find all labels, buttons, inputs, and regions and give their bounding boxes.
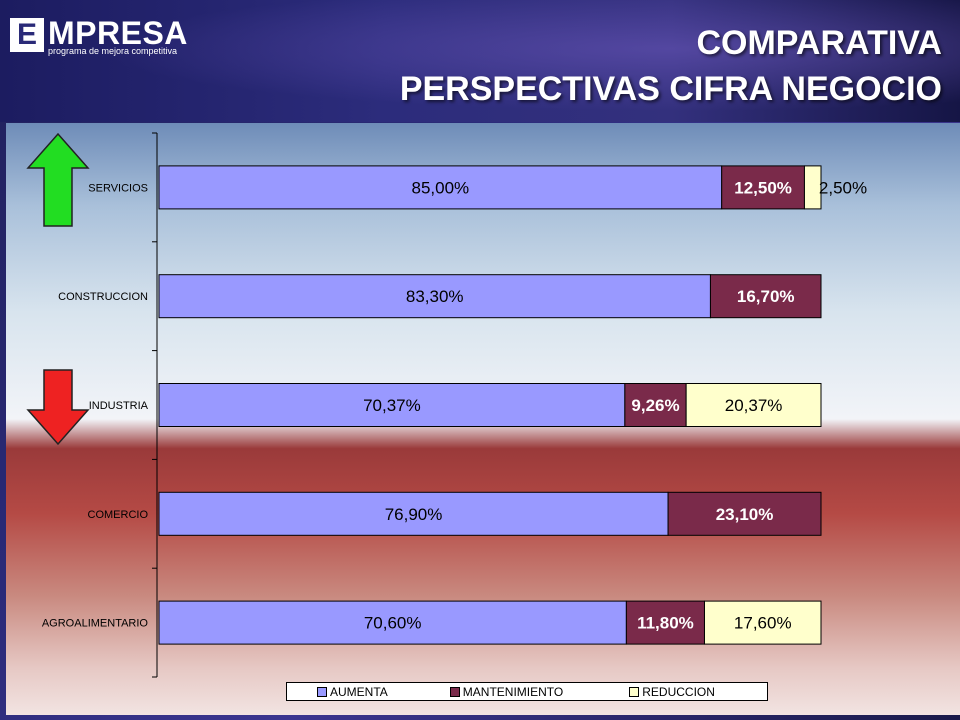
- data-label: 11,80%: [637, 614, 694, 633]
- legend-item-reduccion: REDUCCION: [629, 685, 715, 699]
- title-line-1: COMPARATIVA: [696, 24, 942, 62]
- category-label: CONSTRUCCION: [58, 291, 148, 303]
- bar-segment-mantenimiento: [709, 274, 822, 319]
- category-label: INDUSTRIA: [89, 400, 149, 412]
- logo-letter: E: [10, 18, 44, 52]
- category-label: COMERCIO: [88, 509, 149, 521]
- slide-title: COMPARATIVA PERSPECTIVAS CIFRA NEGOCIO: [400, 20, 942, 112]
- data-label: 76,90%: [385, 505, 443, 524]
- bar-segment-aumenta: [158, 274, 711, 319]
- data-label: 16,70%: [737, 287, 795, 306]
- data-label: 70,60%: [364, 614, 422, 633]
- legend-swatch-aumenta: [317, 686, 327, 697]
- bar-segment-aumenta: [158, 383, 626, 427]
- data-label: 83,30%: [406, 287, 464, 306]
- legend-label-mantenimiento: MANTENIMIENTO: [462, 684, 564, 699]
- legend-label-reduccion: REDUCCION: [642, 684, 715, 699]
- logo-subtitle: programa de mejora competitiva: [48, 46, 178, 56]
- bar-segment-reduccion: [803, 165, 822, 210]
- bar-segment-reduccion: [703, 600, 822, 645]
- arrow-up-icon: [26, 132, 90, 227]
- bar-segment-reduccion: [685, 383, 822, 427]
- data-label: 85,00%: [412, 178, 470, 197]
- data-label: 9,26%: [631, 396, 679, 415]
- legend-label-aumenta: AUMENTA: [330, 684, 388, 699]
- chart-legend: AUMENTA MANTENIMIENTO REDUCCION: [286, 682, 768, 701]
- category-label: AGROALIMENTARIO: [42, 618, 149, 630]
- data-label: 70,37%: [363, 396, 421, 415]
- logo: E MPRESA programa de mejora competitiva: [10, 15, 210, 64]
- header-background: [0, 0, 960, 122]
- arrow-down-icon: [26, 369, 90, 446]
- data-label: 20,37%: [725, 396, 783, 415]
- title-line-2: PERSPECTIVAS CIFRA NEGOCIO: [399, 70, 942, 108]
- data-label: 2,50%: [819, 178, 867, 197]
- category-label: SERVICIOS: [88, 182, 148, 194]
- legend-swatch-reduccion: [629, 686, 640, 697]
- data-label: 23,10%: [716, 505, 774, 524]
- legend-item-aumenta: AUMENTA: [317, 685, 388, 699]
- bar-segment-aumenta: [158, 491, 669, 536]
- logo-word: MPRESA: [48, 15, 188, 51]
- bar-segment-mantenimiento: [624, 383, 687, 427]
- legend-item-mantenimiento: MANTENIMIENTO: [449, 684, 564, 699]
- bar-segment-mantenimiento: [667, 491, 822, 536]
- data-label: 12,50%: [734, 178, 792, 197]
- data-label: 17,60%: [734, 614, 792, 633]
- legend-swatch-mantenimiento: [449, 686, 460, 697]
